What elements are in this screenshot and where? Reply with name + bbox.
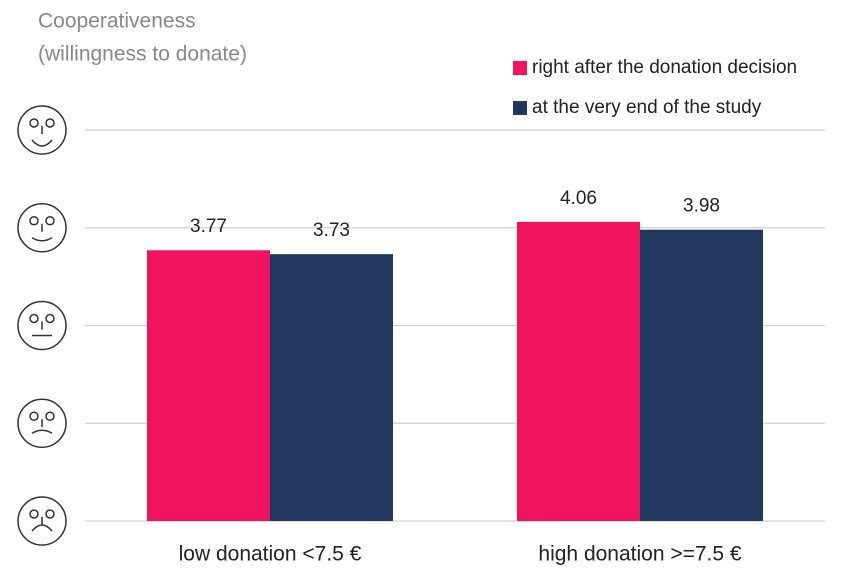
tick-face [17,300,67,351]
bar [147,250,270,522]
x-tick-label: low donation <7.5 € [179,543,362,566]
legend-swatch [513,61,527,75]
value-label: 3.73 [313,220,350,241]
tick-face [17,203,67,253]
legend-swatch [513,101,527,115]
chart-subtitle: (willingness to donate) [38,43,247,66]
tick-face [17,105,67,155]
chart-title: Cooperativeness [38,10,196,33]
value-label: 3.98 [683,196,720,217]
legend-label: at the very end of the study [532,97,762,118]
bar [640,229,763,521]
value-label: 3.77 [190,216,227,237]
tick-face [17,496,67,546]
value-label: 4.06 [560,188,597,209]
legend-label: right after the donation decision [532,57,797,78]
bar [517,221,640,521]
tick-face [17,398,67,448]
bar [270,254,393,521]
x-tick-label: high donation >=7.5 € [538,543,742,566]
